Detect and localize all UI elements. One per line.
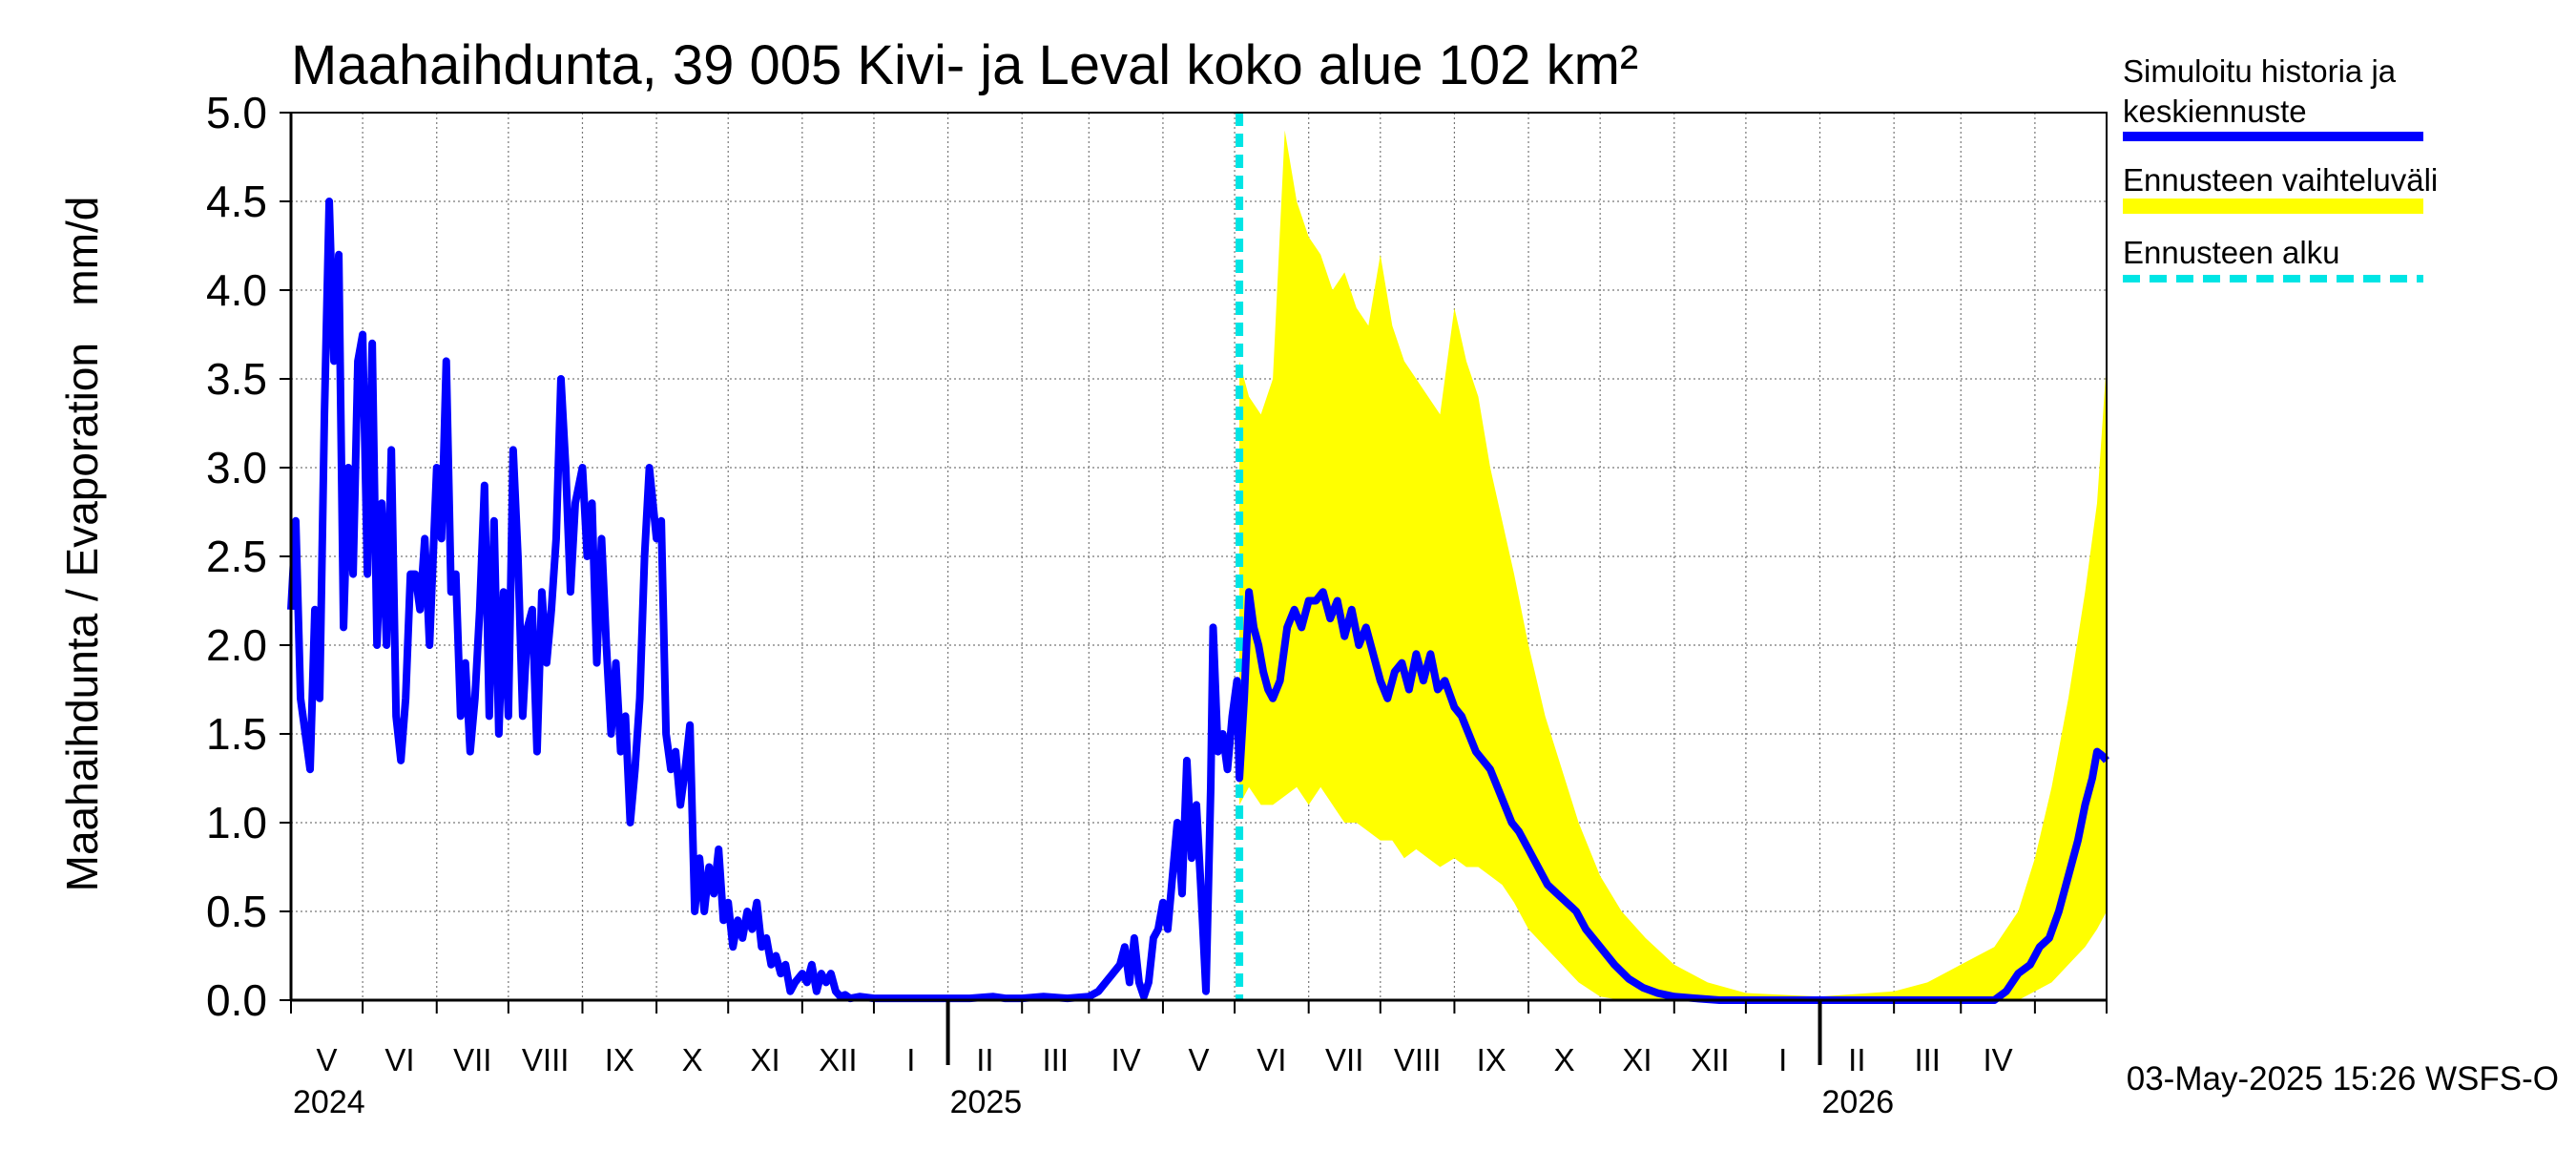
x-month-label: X — [682, 1042, 703, 1077]
x-month-label: V — [317, 1042, 338, 1077]
x-month-label: X — [1554, 1042, 1575, 1077]
x-month-label: IV — [1983, 1042, 2012, 1077]
y-axis-label: Maahaihdunta / Evaporation mm/d — [57, 197, 107, 892]
x-year-label: 2026 — [1822, 1084, 1895, 1120]
x-month-label: III — [1914, 1042, 1941, 1077]
axes-layer — [280, 112, 2108, 1065]
x-month-label: III — [1043, 1042, 1070, 1077]
y-tick-label: 5.0 — [206, 88, 267, 137]
legend: Simuloitu historia ja keskiennuste Ennus… — [2123, 53, 2438, 282]
y-tick-label: 3.5 — [206, 354, 267, 404]
series-line-simulated — [287, 198, 2109, 1004]
x-month-label: VI — [1257, 1042, 1286, 1077]
x-month-label: VIII — [522, 1042, 570, 1077]
x-month-label: XI — [1622, 1042, 1652, 1077]
forecast-band-layer — [1239, 130, 2107, 1001]
x-month-label: IX — [1477, 1042, 1506, 1077]
legend-label-forecast-start: Ennusteen alku — [2123, 235, 2340, 270]
x-month-label: I — [906, 1042, 915, 1077]
x-month-label: I — [1778, 1042, 1787, 1077]
x-month-label: II — [1848, 1042, 1865, 1077]
x-month-label: IV — [1111, 1042, 1141, 1077]
x-month-label: VII — [453, 1042, 491, 1077]
legend-label-simulated-2: keskiennuste — [2123, 94, 2307, 129]
x-month-label: V — [1188, 1042, 1209, 1077]
y-tick-label: 1.5 — [206, 709, 267, 759]
x-month-label: XII — [1691, 1042, 1729, 1077]
y-tick-label: 3.0 — [206, 443, 267, 492]
series-layer — [287, 113, 2109, 1004]
legend-label-range: Ennusteen vaihteluväli — [2123, 162, 2438, 198]
chart-title: Maahaihdunta, 39 005 Kivi- ja Leval koko… — [291, 34, 1638, 96]
y-tick-label: 2.0 — [206, 620, 267, 670]
x-month-label: VI — [384, 1042, 414, 1077]
grid-layer — [291, 112, 2107, 1000]
x-month-label: VII — [1325, 1042, 1363, 1077]
y-tick-label: 2.5 — [206, 532, 267, 581]
legend-label-simulated: Simuloitu historia ja — [2123, 53, 2397, 89]
x-month-label: XII — [819, 1042, 857, 1077]
x-year-label: 2024 — [293, 1084, 365, 1120]
x-month-label: II — [976, 1042, 993, 1077]
y-tick-label: 0.0 — [206, 975, 267, 1025]
forecast-range-band — [1239, 130, 2107, 1001]
y-tick-label: 4.5 — [206, 177, 267, 226]
text-layer: Maahaihdunta, 39 005 Kivi- ja Leval koko… — [57, 34, 2559, 1120]
y-tick-label: 1.0 — [206, 798, 267, 847]
x-month-label: XI — [750, 1042, 779, 1077]
x-month-label: VIII — [1394, 1042, 1442, 1077]
y-tick-label: 0.5 — [206, 887, 267, 936]
y-tick-label: 4.0 — [206, 265, 267, 315]
footer-timestamp: 03-May-2025 15:26 WSFS-O — [2127, 1060, 2559, 1098]
x-month-label: IX — [605, 1042, 634, 1077]
x-year-label: 2025 — [950, 1084, 1023, 1120]
